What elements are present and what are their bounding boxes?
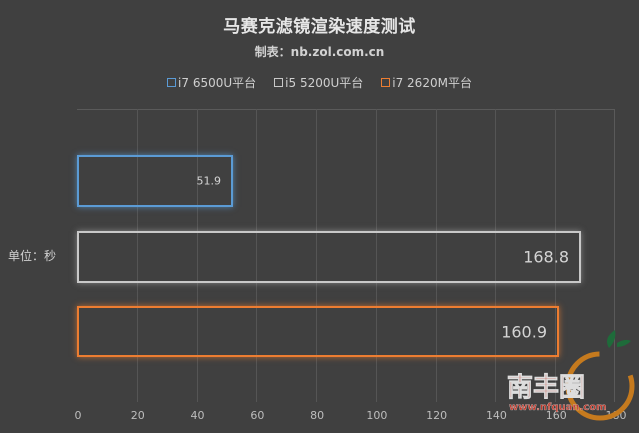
x-tick-label: 60 [250,409,265,422]
x-tick-label: 160 [545,409,567,422]
watermark-logo-icon: 南丰圈 www.nfquan.com [507,330,635,421]
gridline [555,109,557,402]
x-tick-label: 40 [190,409,205,422]
legend-swatch-blue [167,78,177,87]
x-tick-label: 140 [485,409,507,422]
x-tick-label: 0 [74,409,82,422]
legend-item-i7-2620m[interactable]: i7 2620M平台 [381,74,472,91]
gridline [256,109,258,402]
x-tick-label: 20 [130,409,145,422]
legend-item-i5-5200u[interactable]: i5 5200U平台 [274,74,363,91]
legend-swatch-orange [381,78,391,87]
legend-item-i7-6500u[interactable]: i7 6500U平台 [167,74,256,91]
legend-label: i5 5200U平台 [285,76,364,90]
svg-text:南丰圈: 南丰圈 [507,373,585,403]
bar-value-label: 160.9 [501,322,547,341]
bar-value-label: 51.9 [196,174,222,188]
gridline [435,109,437,402]
x-tick-label: 120 [426,409,448,422]
gridline [375,109,377,402]
y-axis-unit-label: 单位：秒 [8,249,57,263]
bar-i7-2620m[interactable]: 160.9 [77,306,559,357]
x-tick-label: 100 [366,409,388,422]
gridline [136,109,138,402]
legend: i7 6500U平台 i5 5200U平台 i7 2620M平台 [0,74,639,91]
svg-text:www.nfquan.com: www.nfquan.com [509,402,607,413]
legend-label: i7 2620M平台 [392,76,472,90]
chart-title: 马赛克滤镜渲染速度测试 [223,17,416,37]
bar-value-label: 168.8 [523,247,569,267]
gridline [495,109,497,402]
x-tick-label: 80 [310,409,325,422]
bar-i7-6500u[interactable]: 51.9 [77,155,233,207]
chart-subtitle: 制表：nb.zol.com.cn [254,45,385,59]
legend-swatch-gray [274,78,284,87]
legend-label: i7 6500U平台 [178,76,257,90]
bar-i5-5200u[interactable]: 168.8 [77,231,581,283]
gridline [196,109,198,402]
gridline [316,109,318,402]
plot-area [77,109,615,402]
